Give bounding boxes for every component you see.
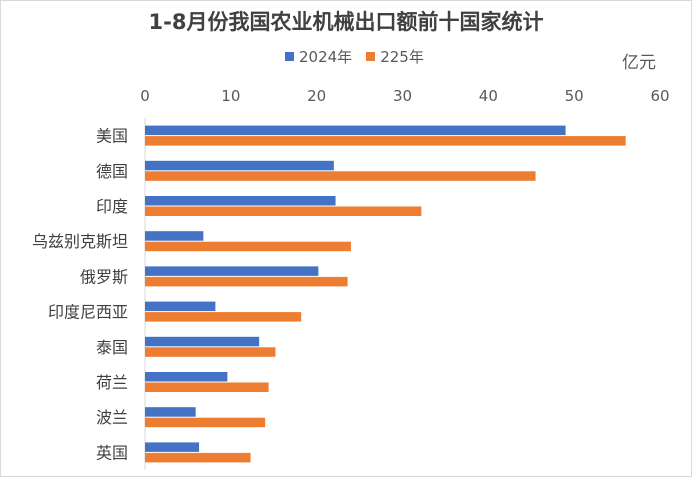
bar-series-1-6 [145, 336, 260, 347]
bar-series-2-2 [145, 206, 422, 216]
bar-series-1-3 [145, 231, 204, 241]
legend-swatch-series-1 [285, 52, 294, 61]
category-label-9: 英国 [96, 443, 128, 462]
x-tick-label-3: 30 [393, 87, 412, 105]
bar-series-2-9 [145, 452, 251, 463]
chart-title: 1-8月份我国农业机械出口额前十国家统计 [148, 10, 544, 34]
x-tick-label-1: 10 [221, 87, 240, 105]
category-label-6: 泰国 [96, 338, 128, 357]
bar-series-1-5 [145, 301, 216, 312]
bar-series-2-5 [145, 312, 302, 322]
bar-series-1-1 [145, 160, 334, 171]
legend: 2024年 225年 [285, 46, 438, 67]
category-label-1: 德国 [96, 162, 128, 181]
category-label-7: 荷兰 [96, 373, 128, 392]
category-label-5: 印度尼西亚 [48, 303, 128, 322]
bar-series-2-8 [145, 417, 266, 428]
bar-series-1-8 [145, 407, 196, 417]
bar-series-2-1 [145, 171, 536, 181]
bar-series-2-4 [145, 276, 348, 287]
bar-series-1-2 [145, 196, 336, 206]
legend-item-series-2: 225年 [366, 46, 424, 67]
bar-series-1-9 [145, 442, 200, 452]
category-label-4: 俄罗斯 [80, 267, 128, 286]
category-label-8: 波兰 [96, 408, 128, 427]
bar-series-2-0 [145, 136, 626, 146]
legend-label-series-1: 2024年 [299, 48, 353, 66]
x-tick-label-5: 50 [565, 87, 584, 105]
bar-series-1-0 [145, 125, 566, 136]
x-tick-label-0: 0 [140, 87, 150, 105]
unit-label: 亿元 [622, 53, 656, 73]
bar-series-1-4 [145, 266, 319, 276]
legend-item-series-1: 2024年 [285, 46, 352, 67]
x-tick-label-6: 60 [650, 87, 669, 105]
bar-series-1-7 [145, 372, 228, 382]
category-label-0: 美国 [96, 127, 128, 146]
bar-series-2-6 [145, 347, 276, 357]
bar-series-2-3 [145, 241, 351, 252]
bar-series-2-7 [145, 382, 269, 392]
legend-swatch-series-2 [366, 52, 376, 61]
category-label-2: 印度 [96, 197, 128, 216]
category-label-3: 乌兹别克斯坦 [32, 232, 128, 251]
legend-label-series-2: 225年 [380, 48, 424, 66]
x-tick-label-4: 40 [479, 87, 498, 105]
x-tick-label-2: 20 [307, 87, 326, 105]
